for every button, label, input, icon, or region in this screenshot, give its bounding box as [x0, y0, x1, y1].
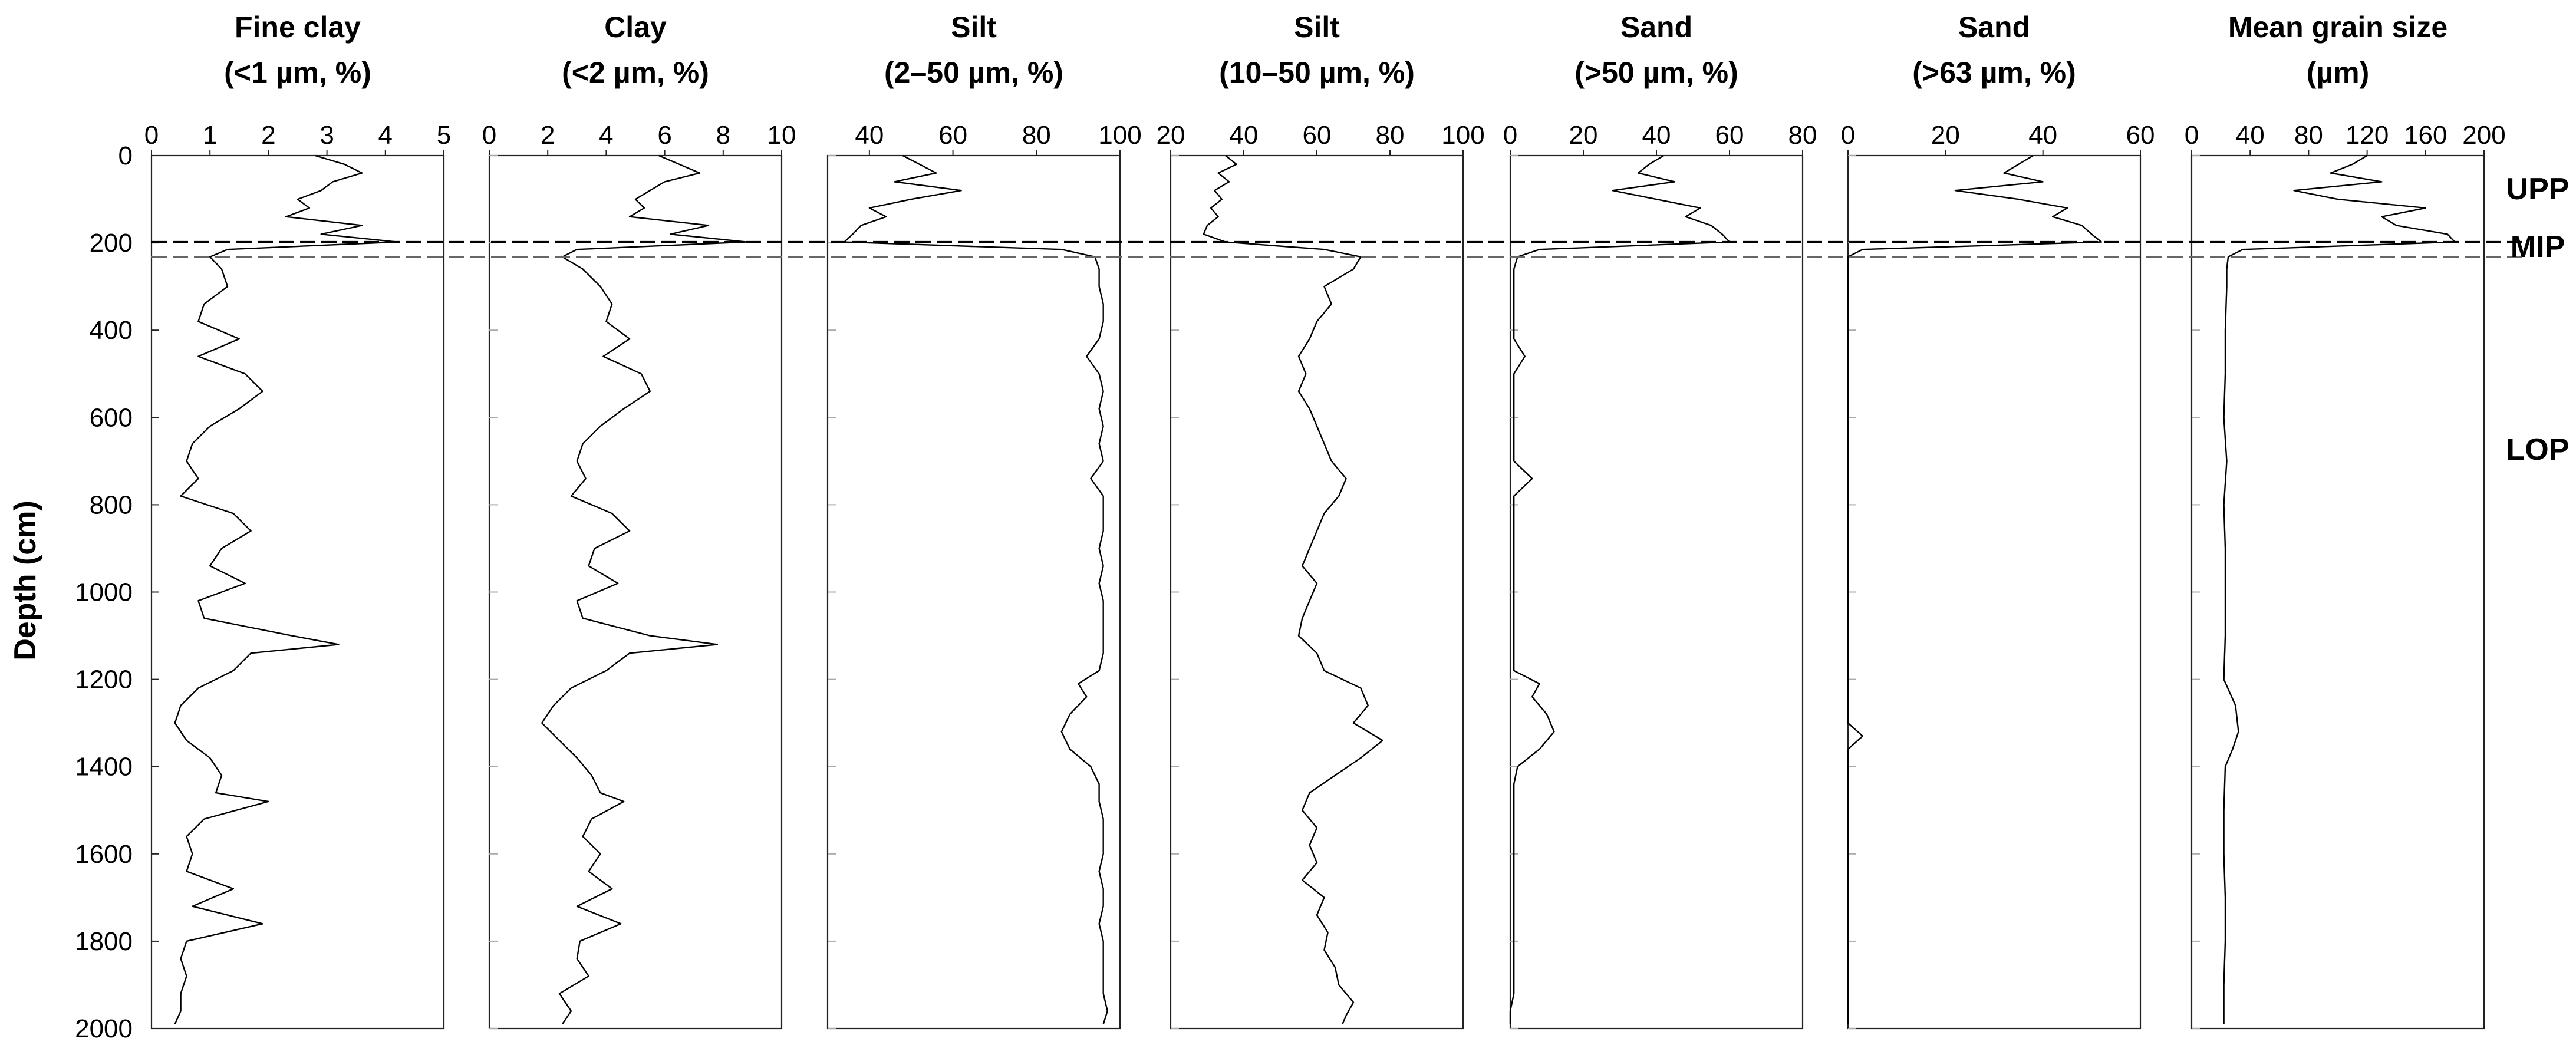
x-tick-label: 0 — [482, 121, 496, 150]
depth-tick-label: 2000 — [75, 1014, 133, 1043]
series-line — [541, 154, 747, 1025]
panel-frame — [150, 154, 445, 1030]
panel-title: Mean grain size — [2228, 11, 2447, 44]
x-tick-label: 120 — [2346, 121, 2389, 150]
x-tick-label: 40 — [1230, 121, 1259, 150]
depth-tick-label: 1800 — [75, 927, 133, 956]
x-tick-label: 3 — [319, 121, 334, 150]
zone-boundaries — [151, 240, 2525, 258]
panel-subtitle: (<1 µm, %) — [224, 56, 371, 89]
x-tick-label: 20 — [1931, 121, 1960, 150]
series-line — [1509, 154, 1731, 1024]
x-tick-label: 80 — [2294, 121, 2323, 150]
x-tick-label: 2 — [261, 121, 275, 150]
x-tick-label: 40 — [1642, 121, 1671, 150]
x-tick-label: 6 — [657, 121, 671, 150]
series-line — [2223, 154, 2456, 1024]
x-tick-label: 2 — [541, 121, 555, 150]
panel-frame — [826, 154, 1121, 1030]
panel-frame — [1509, 154, 1804, 1030]
x-tick-label: 0 — [2185, 121, 2199, 150]
panel-7: Mean grain size (µm) 0 40 80 120 160 200 — [2185, 11, 2506, 1030]
panel-title: Silt — [1294, 11, 1340, 44]
depth-tick-label: 600 — [90, 403, 133, 432]
zone-label-upp: UPP — [2506, 172, 2570, 206]
panel-frame — [2190, 154, 2485, 1030]
x-tick-label: 0 — [144, 121, 159, 150]
panel-subtitle: (<2 µm, %) — [562, 56, 709, 89]
x-tick-label: 160 — [2404, 121, 2447, 150]
depth-tick-label: 200 — [90, 229, 133, 258]
depth-axis-label: Depth (cm) — [8, 500, 42, 661]
depth-tick-label: 400 — [90, 316, 133, 345]
depth-tick-label: 0 — [118, 141, 133, 170]
x-tick-label: 60 — [938, 121, 967, 150]
depth-tick-label: 800 — [90, 490, 133, 519]
panel-1: Fine clay (<1 µm, %) 0 1 2 3 4 5 — [144, 11, 451, 1030]
zone-label-lop: LOP — [2506, 433, 2570, 467]
x-tick-label: 20 — [1157, 121, 1185, 150]
x-tick-label: 20 — [1569, 121, 1598, 150]
panel-subtitle: (>63 µm, %) — [1912, 56, 2076, 89]
x-tick-label: 8 — [716, 121, 730, 150]
depth-tick-labels: 0 200 400 600 800 1000 1200 1400 1600 1800 2000 — [75, 141, 133, 1043]
depth-tick-label: 1000 — [75, 578, 133, 607]
x-tick-label: 200 — [2462, 121, 2505, 150]
panel-subtitle: (10–50 µm, %) — [1219, 56, 1415, 89]
zone-labels: UPP MIP LOP — [2506, 172, 2570, 467]
panel-title: Sand — [1958, 11, 2030, 44]
x-tick-label: 40 — [855, 121, 884, 150]
x-tick-label: 4 — [378, 121, 393, 150]
series-line — [1203, 155, 1383, 1025]
zone-label-mip: MIP — [2511, 230, 2565, 264]
depth-tick-label: 1400 — [75, 753, 133, 782]
panel-subtitle: (>50 µm, %) — [1574, 56, 1738, 89]
panel-6: Sand (>63 µm, %) 0 20 40 60 — [1841, 11, 2155, 1030]
x-tick-label: 5 — [437, 121, 451, 150]
x-tick-label: 100 — [1098, 121, 1141, 150]
x-tick-label: 100 — [1441, 121, 1484, 150]
x-tick-label: 80 — [1376, 121, 1405, 150]
depth-tick-label: 1600 — [75, 840, 133, 869]
x-tick-label: 0 — [1841, 121, 1855, 150]
x-tick-label: 0 — [1503, 121, 1517, 150]
x-tick-label: 60 — [2126, 121, 2155, 150]
panel-2: Clay (<2 µm, %) 0 2 4 6 8 10 — [482, 11, 796, 1030]
panel-frame — [1170, 154, 1464, 1030]
series-line — [174, 154, 398, 1025]
x-tick-label: 1 — [203, 121, 217, 150]
panel-title: Sand — [1620, 11, 1692, 44]
x-tick-label: 40 — [2028, 121, 2057, 150]
panel-title: Fine clay — [235, 11, 361, 44]
panel-title: Silt — [951, 11, 997, 44]
panel-frame — [1847, 154, 2142, 1030]
x-tick-label: 80 — [1788, 121, 1817, 150]
panels: Fine clay (<1 µm, %) 0 1 2 3 4 5 Clay (<2 µm, %) 0… — [144, 11, 2506, 1030]
series-line — [1847, 154, 2103, 1024]
panel-subtitle: (2–50 µm, %) — [884, 56, 1063, 89]
panel-title: Clay — [604, 11, 667, 44]
x-tick-label: 40 — [2236, 121, 2265, 150]
panel-5: Sand (>50 µm, %) 0 20 40 60 80 — [1503, 11, 1817, 1030]
panel-frame — [488, 154, 783, 1030]
panel-3: Silt (2–50 µm, %) 40 60 80 100 — [826, 11, 1142, 1030]
x-tick-label: 4 — [599, 121, 613, 150]
x-tick-label: 60 — [1715, 121, 1744, 150]
depth-tick-label: 1200 — [75, 665, 133, 694]
x-tick-label: 60 — [1303, 121, 1332, 150]
series-line — [844, 154, 1108, 1024]
panel-subtitle: (µm) — [2307, 56, 2370, 89]
panel-4: Silt (10–50 µm, %) 20 40 60 80 100 — [1157, 11, 1485, 1030]
x-tick-label: 10 — [767, 121, 796, 150]
x-tick-label: 80 — [1022, 121, 1051, 150]
